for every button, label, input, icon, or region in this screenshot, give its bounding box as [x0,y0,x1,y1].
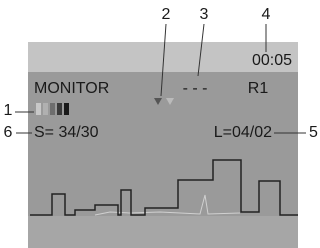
callout: 5 [309,124,318,141]
time: 00:05 [252,52,292,69]
range: R1 [248,80,269,97]
callout: 1 [4,102,13,119]
mode: MONITOR [34,80,109,97]
callout: 4 [262,6,271,23]
status: - - - [183,80,208,97]
callout: 3 [200,6,209,23]
l-value: L=04/02 [214,124,272,141]
diagram: 00:05 MONITOR - - - R1 S= 34/30 L=04/02 … [0,0,319,248]
bottom-band [28,216,298,248]
s-value: S= 34/30 [34,124,99,141]
signal-bars [36,103,69,115]
callout: 6 [4,124,13,141]
callout: 2 [162,6,171,23]
page: {"callouts": ["1", "2", "3", "4", "5", "… [0,0,319,248]
